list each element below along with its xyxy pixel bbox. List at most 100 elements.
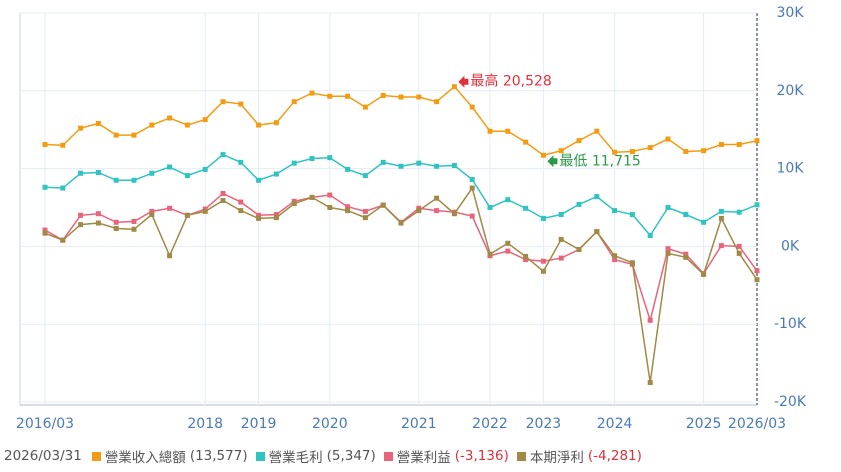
- legend-label: 本期淨利: [529, 450, 584, 466]
- point: [647, 233, 653, 239]
- point: [149, 170, 155, 176]
- point: [718, 215, 724, 221]
- point: [238, 159, 244, 165]
- point: [701, 271, 707, 277]
- point: [238, 199, 244, 205]
- point: [754, 202, 760, 208]
- point: [665, 205, 671, 210]
- series-line: [44, 186, 758, 383]
- point: [683, 251, 689, 257]
- point: [95, 120, 101, 126]
- point: [167, 115, 173, 121]
- point: [736, 243, 742, 249]
- point: [647, 380, 653, 386]
- point: [398, 220, 404, 226]
- point: [78, 170, 84, 176]
- point: [78, 222, 84, 228]
- point: [345, 93, 351, 99]
- point: [113, 132, 119, 138]
- point: [558, 255, 564, 261]
- point: [95, 220, 101, 226]
- legend-swatch: [255, 451, 265, 461]
- point: [505, 128, 511, 134]
- point: [78, 212, 84, 218]
- point: [398, 163, 404, 169]
- point: [327, 192, 333, 198]
- point: [629, 148, 635, 154]
- point: [469, 185, 475, 191]
- point: [184, 212, 190, 218]
- point: [345, 204, 351, 210]
- point: [60, 237, 66, 243]
- point: [683, 254, 689, 260]
- annotation: 最低 11,715: [559, 153, 640, 169]
- point: [612, 257, 618, 263]
- point: [238, 101, 244, 107]
- point: [523, 257, 529, 263]
- x-tick-label: 2016/03: [16, 416, 74, 432]
- y-tick-label: 30K: [777, 5, 805, 21]
- point: [558, 236, 564, 242]
- grid: [20, 12, 757, 405]
- point: [380, 202, 386, 208]
- point: [594, 194, 600, 200]
- point: [220, 190, 226, 196]
- point: [665, 246, 671, 252]
- point: [149, 208, 155, 214]
- point: [612, 149, 618, 155]
- point: [256, 215, 262, 221]
- point: [309, 90, 315, 96]
- point: [505, 240, 511, 246]
- point: [469, 213, 475, 219]
- point: [273, 171, 279, 177]
- point: [220, 99, 226, 105]
- legend-swatch: [516, 451, 526, 461]
- point: [523, 205, 529, 211]
- point: [434, 208, 440, 214]
- point: [576, 138, 582, 144]
- x-tick-label: 2025: [686, 416, 722, 432]
- x-tick-label: 2019: [241, 416, 277, 432]
- point: [469, 176, 475, 182]
- legend-value: (13,577): [189, 448, 248, 464]
- point: [647, 145, 653, 151]
- point: [202, 117, 208, 123]
- point: [754, 138, 760, 144]
- point: [291, 99, 297, 105]
- point: [540, 258, 546, 264]
- point: [683, 212, 689, 218]
- point: [95, 169, 101, 175]
- point: [629, 260, 635, 266]
- point: [416, 160, 422, 166]
- x-tick-label: 2021: [401, 416, 437, 432]
- point: [60, 142, 66, 148]
- point: [612, 208, 618, 214]
- point: [291, 201, 297, 207]
- point: [754, 277, 760, 283]
- point: [612, 253, 618, 259]
- point: [754, 268, 760, 274]
- point: [487, 128, 493, 134]
- legend: 2026/03/31 營業收入總額 (13,577) 營業毛利 (5,347) 營業利益(…: [4, 446, 642, 466]
- y-tick-label: 10K: [777, 161, 805, 177]
- point: [576, 247, 582, 253]
- point: [505, 197, 511, 203]
- point: [167, 164, 173, 170]
- point: [451, 211, 457, 217]
- point: [113, 219, 119, 225]
- point: [629, 212, 635, 218]
- x-tick-label: 2020: [312, 416, 348, 432]
- point: [487, 251, 493, 257]
- point: [167, 205, 173, 211]
- legend-swatch: [91, 451, 101, 461]
- y-tick-label: 20K: [777, 83, 805, 99]
- point: [60, 185, 66, 191]
- point: [327, 205, 333, 210]
- point: [202, 166, 208, 172]
- point: [113, 226, 119, 232]
- point: [398, 94, 404, 100]
- point: [665, 136, 671, 142]
- point: [42, 141, 48, 147]
- point: [309, 194, 315, 200]
- point: [736, 141, 742, 147]
